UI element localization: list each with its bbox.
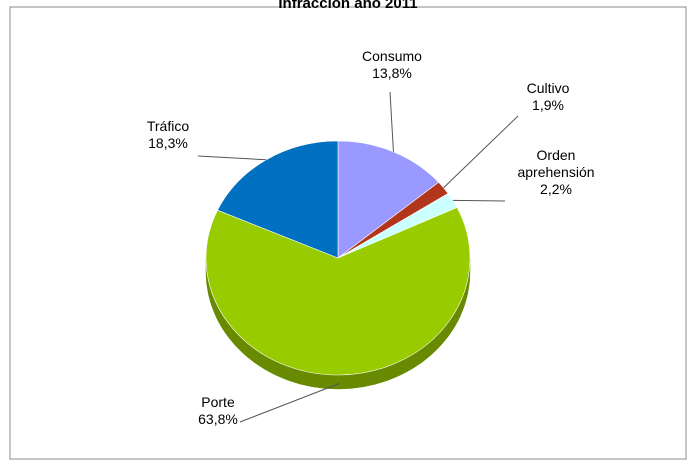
data-label-cultivo-value: 1,9% [532,97,564,113]
leader-lines [197,91,519,423]
leader-line-cultivo [443,115,519,189]
pie-slice-porte [205,207,471,376]
data-label-orden-aprehension-name: Orden [537,147,576,163]
pie-slice-trafico [217,140,339,259]
leader-line-consumo [389,91,394,152]
data-label-consumo-name: Consumo [362,48,422,64]
data-label-cultivo-name: Cultivo [527,80,570,96]
data-label-porte-value: 63,8% [198,411,238,427]
leader-line-trafico [197,155,267,161]
leader-line-orden-aprehension [452,199,506,202]
data-label-consumo-value: 13,8% [372,65,412,81]
data-label-trafico-value: 18,3% [148,135,188,151]
chart-title: Infracción año 2011 [278,0,417,12]
leader-line-porte [239,382,340,423]
data-label-orden-aprehension-name: aprehensión [517,164,594,180]
data-label-trafico-name: Tráfico [147,118,189,134]
data-label-orden-aprehension-value: 2,2% [540,181,572,197]
data-label-porte-name: Porte [201,394,235,410]
pie-slices [205,140,471,376]
